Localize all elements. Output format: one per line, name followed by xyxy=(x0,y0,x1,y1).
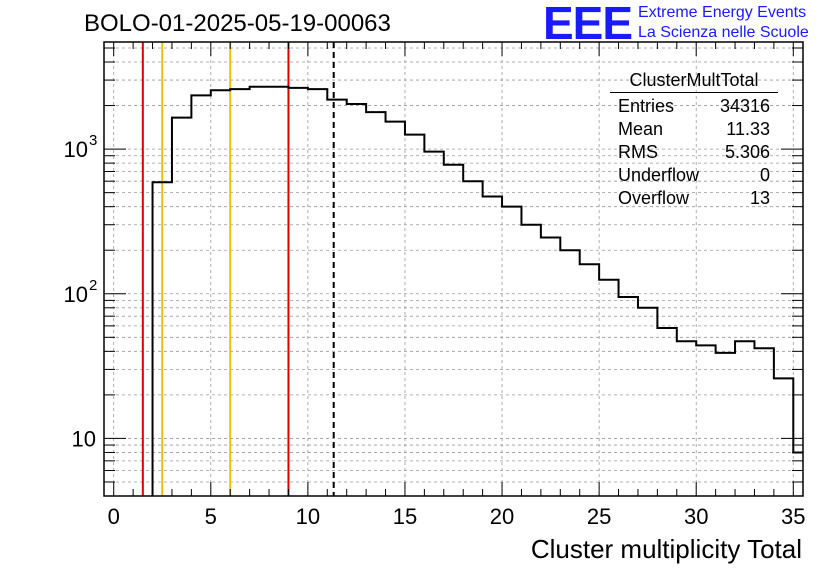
stats-value: 0 xyxy=(759,165,770,185)
y-tick-label: 10 xyxy=(72,426,96,451)
stats-value: 11.33 xyxy=(726,119,770,139)
x-tick-label: 5 xyxy=(205,504,217,529)
marker-lines xyxy=(141,42,335,496)
stats-value: 34316 xyxy=(719,96,770,116)
histogram-outline xyxy=(151,85,803,496)
x-tick-label: 30 xyxy=(684,504,708,529)
eee-logo: EEE xyxy=(543,0,633,49)
stats-name: ClusterMultTotal xyxy=(610,70,778,93)
grid xyxy=(104,42,803,497)
axis-ticks xyxy=(104,42,803,497)
y-tick-label: 10 xyxy=(64,137,88,162)
y-tick-exponent: 2 xyxy=(89,277,97,294)
stats-label: Mean xyxy=(618,119,664,139)
stats-value: 13 xyxy=(749,188,770,208)
stats-label: Overflow xyxy=(618,188,690,208)
x-tick-label: 20 xyxy=(490,504,514,529)
x-tick-label: 10 xyxy=(296,504,320,529)
x-tick-label: 0 xyxy=(108,504,120,529)
stats-row-mean: Mean 11.33 xyxy=(610,118,778,141)
y-tick-exponent: 3 xyxy=(89,132,97,149)
stats-value: 5.306 xyxy=(724,142,770,162)
x-tick-label: 25 xyxy=(587,504,611,529)
stats-row-entries: Entries 34316 xyxy=(610,95,778,118)
plot-frame xyxy=(103,41,804,497)
stats-row-overflow: Overflow 13 xyxy=(610,187,778,210)
stats-row-underflow: Underflow 0 xyxy=(610,164,778,187)
x-tick-label: 15 xyxy=(393,504,417,529)
stats-label: RMS xyxy=(618,142,658,162)
plot-title: BOLO-01-2025-05-19-00063 xyxy=(84,10,391,37)
stats-label: Entries xyxy=(618,96,675,116)
stats-label: Underflow xyxy=(618,165,700,185)
y-tick-label: 10 xyxy=(64,282,88,307)
brand-line-2: La Scienza nelle Scuole xyxy=(638,24,809,41)
stats-box: ClusterMultTotal Entries 34316 Mean 11.3… xyxy=(610,70,778,210)
stats-row-rms: RMS 5.306 xyxy=(610,141,778,164)
brand-line-1: Extreme Energy Events xyxy=(638,4,807,21)
x-tick-label: 35 xyxy=(781,504,805,529)
x-axis-label: Cluster multiplicity Total xyxy=(531,534,802,564)
